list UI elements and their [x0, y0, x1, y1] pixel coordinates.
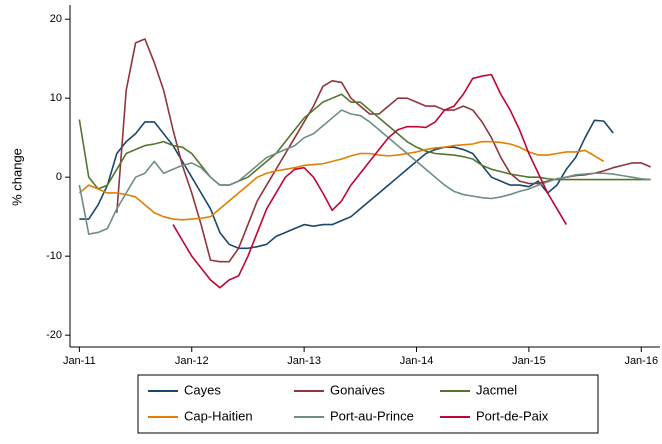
y-tick-label: 10	[50, 92, 62, 104]
legend-label: Jacmel	[476, 382, 517, 397]
legend-label: Port-au-Prince	[330, 408, 414, 423]
legend-label: Cap-Haitien	[184, 408, 253, 423]
x-tick-label: Jan-12	[175, 355, 209, 367]
series-line	[78, 140, 605, 221]
legend-label: Port-de-Paix	[476, 408, 549, 423]
x-tick-label: Jan-15	[512, 355, 546, 367]
y-axis-label: % change	[9, 148, 24, 206]
y-tick-label: 20	[50, 13, 62, 25]
series-line	[78, 109, 651, 235]
series-line	[79, 119, 614, 250]
y-tick-label: -20	[46, 329, 62, 341]
legend-label: Cayes	[184, 382, 221, 397]
legend-box	[137, 374, 599, 434]
x-tick-label: Jan-13	[287, 355, 321, 367]
x-tick-label: Jan-11	[63, 355, 96, 367]
legend-label: Gonaives	[330, 382, 385, 397]
y-tick-label: 0	[56, 171, 62, 183]
x-tick-label: Jan-16	[624, 355, 658, 367]
x-tick-label: Jan-14	[400, 355, 434, 367]
series-line	[172, 73, 568, 289]
y-tick-label: -10	[46, 250, 62, 262]
